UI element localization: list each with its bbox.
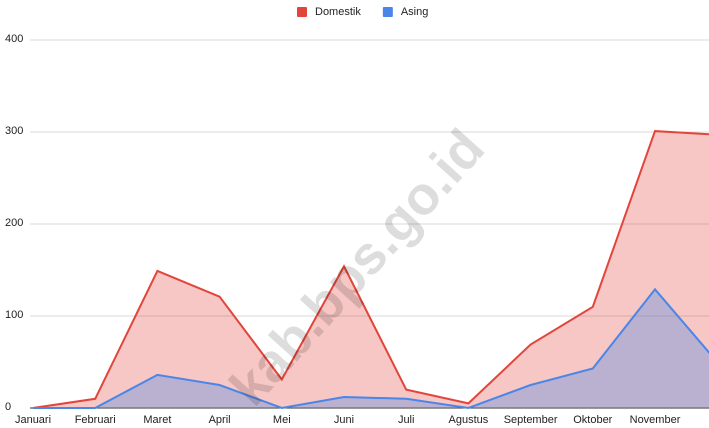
y-tick-label: 400	[5, 33, 23, 45]
y-tick-label: 100	[5, 309, 23, 321]
legend-label: Domestik	[315, 6, 361, 18]
y-tick-label: 200	[5, 217, 23, 229]
x-tick-label: April	[209, 414, 231, 426]
x-tick-label: Juni	[334, 414, 354, 426]
x-tick-label: Agustus	[449, 414, 489, 426]
legend-swatch	[297, 7, 307, 17]
x-tick-label: Juli	[398, 414, 415, 426]
y-tick-label: 300	[5, 125, 23, 137]
legend-swatch	[382, 7, 393, 17]
x-tick-label: September	[504, 414, 558, 426]
legend-label: Asing	[401, 6, 429, 18]
x-tick-label: November	[630, 414, 681, 426]
x-tick-label: Mei	[273, 414, 291, 426]
x-tick-label: Januari	[15, 414, 51, 426]
area	[33, 131, 709, 408]
line	[33, 287, 709, 410]
x-tick-label: Februari	[75, 414, 116, 426]
area	[33, 289, 709, 408]
x-tick-label: Maret	[143, 414, 171, 426]
x-tick-label: Oktober	[573, 414, 612, 426]
y-tick-label: 0	[5, 401, 11, 413]
line	[32, 130, 709, 409]
